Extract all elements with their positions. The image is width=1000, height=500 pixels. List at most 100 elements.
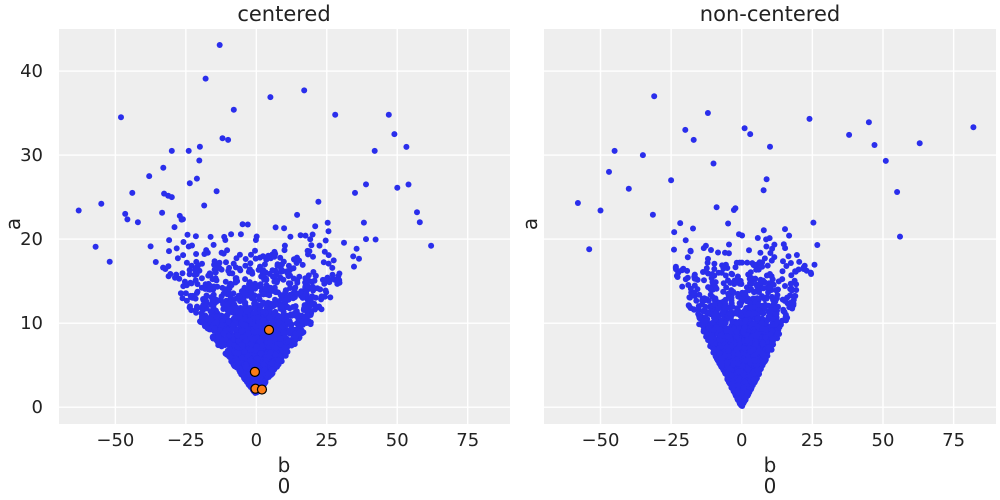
sample-point [265,334,271,341]
sample-point [245,377,252,384]
sample-point [106,258,113,265]
sample-point [236,313,243,320]
sample-point [747,131,754,138]
sample-point [247,260,254,267]
sample-point [290,295,297,302]
sample-point [325,252,332,259]
sample-point [264,371,271,377]
sample-point [757,249,764,256]
sample-point [281,344,288,351]
sample-point [351,263,357,270]
sample-point [705,255,711,262]
sample-point [214,297,221,304]
sample-point [353,245,360,252]
sample-point [227,280,234,287]
sample-point [168,147,175,154]
sample-point [233,364,240,371]
sample-point [232,264,239,271]
x-tick-label: 0 [736,430,747,451]
x-tick-label: 25 [315,430,338,451]
sample-point [231,314,238,321]
sample-point [782,245,789,252]
sample-point [686,294,693,301]
sample-point [294,211,301,218]
sample-point [625,185,632,192]
sample-point [254,328,261,335]
sample-point [305,272,312,279]
y-axis-label-centered: a [1,218,25,230]
sample-point [237,231,244,238]
sample-point [792,293,799,299]
sample-point [242,292,248,298]
x-tick-label: 50 [386,430,409,451]
sample-point [230,322,236,329]
sample-point [194,281,201,288]
x-axis-index-non-centered: 0 [764,474,777,498]
sample-point [671,246,677,253]
sample-point [711,346,718,353]
sample-point [312,223,319,230]
sample-point [75,207,82,214]
sample-point [312,294,319,301]
sample-point [763,243,770,250]
sample-point [787,292,793,299]
sample-point [187,292,194,299]
x-axis-index-centered: 0 [278,474,291,498]
sample-point [711,301,718,308]
sample-point [371,147,378,154]
sample-point [671,229,678,236]
sample-point [308,308,315,314]
sample-point [304,312,311,319]
sample-point [668,177,675,184]
sample-point [253,323,259,330]
sample-point [699,301,705,308]
sample-point [292,337,299,344]
sample-point [248,293,255,300]
sample-point [751,310,758,317]
sample-point [309,231,316,238]
sample-point [732,264,739,271]
sample-point [260,317,267,324]
sample-point [363,181,369,188]
sample-point [225,350,232,357]
sample-point [225,136,232,143]
sample-point [280,276,287,283]
sample-point [179,270,186,277]
chart-title-non-centered: non-centered [700,2,840,26]
sample-point [711,260,718,267]
sample-point [735,368,742,375]
sample-point [196,143,203,150]
sample-point [711,315,717,321]
sample-point [274,362,281,369]
sample-point [213,313,220,320]
sample-point [762,326,769,333]
sample-point [372,236,379,243]
sample-point [239,321,246,328]
sample-point [273,272,280,278]
sample-point [267,284,274,291]
sample-point [220,330,227,337]
chart-title-centered: centered [237,2,330,26]
sample-point [701,277,707,284]
sample-point [740,384,747,391]
sample-point [724,359,731,365]
sample-point [760,359,767,366]
sample-point [679,283,686,290]
sample-point [729,271,736,278]
sample-point [303,304,310,311]
sample-point [129,189,136,196]
sample-point [709,293,716,300]
sample-point [242,364,249,371]
sample-point [894,189,901,195]
sample-point [733,333,740,340]
sample-point [720,265,727,272]
sample-point [741,307,748,314]
sample-point [746,310,753,317]
sample-point [176,212,183,219]
sample-point [279,323,286,330]
sample-point [259,342,265,349]
sample-point [782,314,789,321]
sample-point [715,305,722,312]
sample-point [363,236,369,243]
